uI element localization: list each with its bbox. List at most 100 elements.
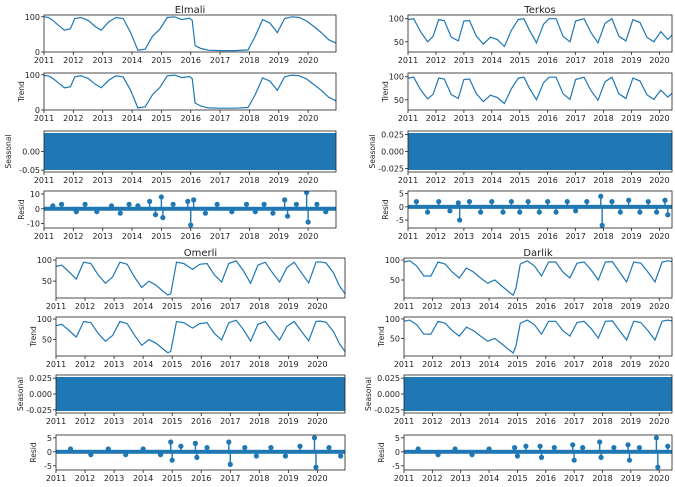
x-tick-label: 2014 <box>482 232 502 241</box>
panel-trend: 100 50 Trend 2011 2012 2013 2014 2015 2016 2017 20… <box>377 315 673 369</box>
y-tick-label: 100 <box>385 315 400 324</box>
resid-point <box>413 198 419 205</box>
x-tick-label: 2015 <box>162 360 182 369</box>
axes-frame <box>55 257 346 299</box>
resid-point <box>282 197 288 203</box>
x-tick-label: 2014 <box>133 417 153 426</box>
resid-point <box>570 442 576 448</box>
resid-point <box>311 435 318 441</box>
y-tick-label: 0 <box>399 203 404 212</box>
x-tick-label: 2013 <box>104 474 124 483</box>
series-line <box>404 260 672 297</box>
x-tick-label: 2019 <box>278 474 298 483</box>
axes-frame <box>407 72 673 111</box>
x-tick-label: 2015 <box>507 302 527 311</box>
x-tick-label: 2019 <box>278 302 298 311</box>
x-tick-label: 2019 <box>269 232 289 241</box>
x-tick-label: 2020 <box>649 417 669 426</box>
x-tick-label: 2011 <box>394 417 414 426</box>
y-tick-label: 0 <box>47 448 52 457</box>
resid-point <box>204 445 210 451</box>
axes-frame <box>55 316 346 357</box>
x-tick-label: 2018 <box>239 114 259 123</box>
x-tick-label: 2011 <box>46 360 66 369</box>
resid-point <box>537 443 543 449</box>
resid-point <box>214 201 220 207</box>
y-tick-label: -5 <box>44 462 52 471</box>
x-tick-label: 2019 <box>621 56 641 65</box>
resid-marks <box>44 191 336 228</box>
resid-point <box>152 212 159 218</box>
x-tick-label: 2012 <box>426 176 446 185</box>
panel-resid: 5 0 -5 Resid 2011 2012 2013 2014 2015 2016 2017 201… <box>29 434 346 483</box>
x-tick-label: 2019 <box>621 417 641 426</box>
panel-seasonal: 0.00 -0.05 Seasonal 2011 2012 2013 2014 2015 201… <box>4 130 337 185</box>
axes-frame <box>403 434 673 471</box>
y-axis-label: Trend <box>381 81 390 103</box>
x-tick-label: 2014 <box>122 232 142 241</box>
y-tick-label: -0.025 <box>26 406 52 415</box>
resid-point <box>194 454 200 460</box>
axes-frame <box>407 14 673 53</box>
x-tick-label: 2011 <box>394 360 414 369</box>
x-tick-label: 2017 <box>564 417 584 426</box>
resid-point <box>82 201 88 207</box>
resid-point <box>662 197 668 203</box>
x-tick-label: 2020 <box>649 232 669 241</box>
x-tick-label: 2014 <box>482 176 502 185</box>
x-tick-label: 2011 <box>398 232 418 241</box>
resid-point <box>478 209 484 215</box>
x-tick-label: 2015 <box>510 232 530 241</box>
x-tick-label: 2011 <box>398 56 418 65</box>
x-tick-label: 2020 <box>649 302 669 311</box>
resid-point <box>584 198 590 205</box>
resid-point <box>457 217 463 223</box>
resid-point <box>466 198 473 205</box>
y-tick-label: 100 <box>25 13 40 22</box>
y-tick-label: 0.000 <box>377 390 400 399</box>
resid-point <box>636 445 642 451</box>
y-axis-label: Resid <box>29 442 38 462</box>
x-tick-label: 2017 <box>210 114 230 123</box>
resid-point <box>169 457 175 463</box>
resid-point <box>170 201 176 207</box>
y-tick-label: 0.000 <box>381 148 404 157</box>
x-tick-label: 2017 <box>565 232 585 241</box>
x-tick-label: 2012 <box>422 417 442 426</box>
x-tick-label: 2016 <box>538 176 558 185</box>
resid-point <box>157 452 164 458</box>
resid-point <box>338 453 344 459</box>
resid-point <box>158 194 164 200</box>
resid-point <box>489 198 495 205</box>
resid-point <box>455 200 461 206</box>
x-tick-label: 2013 <box>104 360 124 369</box>
resid-point <box>447 208 453 214</box>
x-tick-label: 2019 <box>269 56 289 65</box>
series-line <box>404 319 672 354</box>
axes-frame <box>55 434 346 471</box>
x-tick-label: 2012 <box>75 360 95 369</box>
resid-point <box>571 457 577 463</box>
x-tick-label: 2018 <box>239 176 259 185</box>
y-tick-label: -0.05 <box>19 166 40 175</box>
y-axis-label: Seasonal <box>368 135 377 169</box>
x-tick-label: 2016 <box>536 474 556 483</box>
resid-point <box>270 210 276 216</box>
resid-point <box>229 209 235 215</box>
x-tick-label: 2017 <box>220 360 240 369</box>
x-tick-label: 2014 <box>479 360 499 369</box>
resid-point <box>469 452 475 458</box>
resid-point <box>517 209 523 215</box>
x-tick-label: 2019 <box>621 114 641 123</box>
x-tick-label: 2014 <box>482 114 502 123</box>
resid-point <box>523 443 529 449</box>
resid-point <box>314 201 320 207</box>
x-tick-label: 2013 <box>454 176 474 185</box>
y-axis-label: Resid <box>381 199 390 219</box>
chart-title: Elmali <box>175 5 206 16</box>
